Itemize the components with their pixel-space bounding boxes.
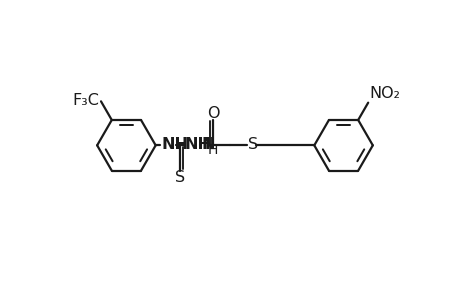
Text: NH: NH <box>185 137 212 152</box>
Text: NO₂: NO₂ <box>369 86 400 101</box>
Text: O: O <box>207 106 219 121</box>
Text: H: H <box>207 143 217 157</box>
Text: F₃C: F₃C <box>73 93 99 108</box>
Text: S: S <box>247 137 257 152</box>
Text: S: S <box>175 170 185 185</box>
Text: NH: NH <box>161 137 188 152</box>
Text: N: N <box>202 137 215 152</box>
